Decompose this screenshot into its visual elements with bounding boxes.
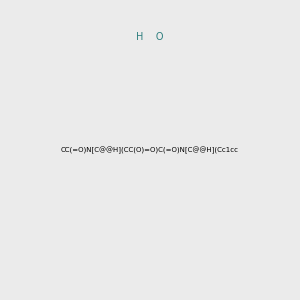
Text: CC(=O)N[C@@H](CC(O)=O)C(=O)N[C@@H](Cc1cc: CC(=O)N[C@@H](CC(O)=O)C(=O)N[C@@H](Cc1cc [61,146,239,154]
Text: H    O: H O [136,32,164,42]
